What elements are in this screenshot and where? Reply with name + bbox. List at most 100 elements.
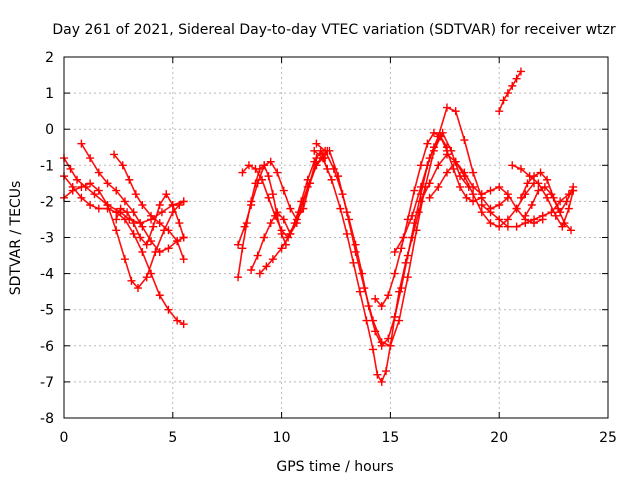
series-line xyxy=(498,70,522,112)
data-point-marker xyxy=(258,175,267,184)
data-point-marker xyxy=(94,204,103,213)
data-point-marker xyxy=(395,316,404,325)
y-tick-label: -5 xyxy=(40,303,54,319)
data-point-marker xyxy=(397,244,406,253)
data-series xyxy=(60,67,578,386)
data-point-marker xyxy=(521,219,530,228)
data-point-marker xyxy=(273,168,282,177)
series-line xyxy=(481,189,574,228)
data-point-marker xyxy=(503,89,512,98)
data-point-marker xyxy=(349,258,358,267)
data-point-marker xyxy=(425,154,434,163)
data-point-marker xyxy=(240,222,249,231)
data-point-marker xyxy=(260,161,269,170)
data-point-marker xyxy=(175,219,184,228)
y-axis-label: SDTVAR / TECUs xyxy=(8,181,24,296)
series-line xyxy=(394,106,509,253)
data-point-marker xyxy=(410,186,419,195)
y-tick-label: -6 xyxy=(40,339,54,355)
data-point-marker xyxy=(138,222,147,231)
data-point-marker xyxy=(312,139,321,148)
data-point-marker xyxy=(373,370,382,379)
data-point-marker xyxy=(155,247,164,256)
data-point-marker xyxy=(462,193,471,202)
data-point-marker xyxy=(558,222,567,231)
data-point-marker xyxy=(416,161,425,170)
data-point-marker xyxy=(534,186,543,195)
data-point-marker xyxy=(164,226,173,235)
data-point-marker xyxy=(562,197,571,206)
data-point-marker xyxy=(536,168,545,177)
data-point-marker xyxy=(495,201,504,210)
x-axis-label: GPS time / hours xyxy=(276,459,393,475)
data-point-marker xyxy=(164,305,173,314)
data-point-marker xyxy=(486,219,495,228)
data-point-marker xyxy=(277,226,286,235)
data-point-marker xyxy=(325,146,334,155)
data-point-marker xyxy=(234,273,243,282)
data-point-marker xyxy=(495,107,504,116)
data-point-marker xyxy=(477,208,486,217)
data-point-marker xyxy=(451,157,460,166)
data-point-marker xyxy=(266,219,275,228)
data-point-marker xyxy=(310,146,319,155)
data-point-marker xyxy=(503,215,512,224)
data-point-marker xyxy=(390,269,399,278)
data-point-marker xyxy=(377,302,386,311)
data-point-marker xyxy=(567,226,576,235)
data-point-marker xyxy=(318,154,327,163)
data-point-marker xyxy=(147,211,156,220)
data-point-marker xyxy=(147,269,156,278)
data-point-marker xyxy=(133,284,142,293)
data-point-marker xyxy=(342,229,351,238)
data-point-marker xyxy=(516,67,525,76)
data-point-marker xyxy=(157,208,166,217)
data-point-marker xyxy=(360,284,369,293)
data-point-marker xyxy=(238,168,247,177)
data-point-marker xyxy=(423,139,432,148)
series-line xyxy=(428,160,544,224)
data-point-marker xyxy=(77,139,86,148)
series-line xyxy=(420,153,535,228)
data-point-marker xyxy=(460,136,469,145)
data-point-marker xyxy=(382,367,391,376)
data-point-marker xyxy=(142,240,151,249)
x-tick-label: 25 xyxy=(599,430,617,446)
data-point-marker xyxy=(486,208,495,217)
x-tick-label: 15 xyxy=(381,430,399,446)
data-point-marker xyxy=(179,197,188,206)
x-tick-label: 20 xyxy=(490,430,508,446)
data-point-marker xyxy=(77,193,86,202)
data-point-marker xyxy=(264,193,273,202)
y-tick-label: -8 xyxy=(40,411,54,427)
data-point-marker xyxy=(149,222,158,231)
data-point-marker xyxy=(303,182,312,191)
data-point-marker xyxy=(264,172,273,181)
data-point-marker xyxy=(273,208,282,217)
data-point-marker xyxy=(460,168,469,177)
data-point-marker xyxy=(279,215,288,224)
data-point-marker xyxy=(277,244,286,253)
data-point-marker xyxy=(116,204,125,213)
data-point-marker xyxy=(94,186,103,195)
data-point-marker xyxy=(508,161,517,170)
data-point-marker xyxy=(312,161,321,170)
data-point-marker xyxy=(469,182,478,191)
data-point-marker xyxy=(442,150,451,159)
data-point-marker xyxy=(334,172,343,181)
data-point-marker xyxy=(516,164,525,173)
y-tick-label: -2 xyxy=(40,194,54,210)
data-point-marker xyxy=(351,247,360,256)
data-point-marker xyxy=(397,284,406,293)
data-point-marker xyxy=(164,244,173,253)
data-point-marker xyxy=(512,222,521,231)
data-point-marker xyxy=(86,201,95,210)
data-point-marker xyxy=(66,164,75,173)
data-point-marker xyxy=(129,219,138,228)
data-point-marker xyxy=(247,265,256,274)
data-point-marker xyxy=(516,193,525,202)
x-tick-label: 10 xyxy=(273,430,291,446)
series-line xyxy=(374,132,483,307)
data-point-marker xyxy=(569,186,578,195)
